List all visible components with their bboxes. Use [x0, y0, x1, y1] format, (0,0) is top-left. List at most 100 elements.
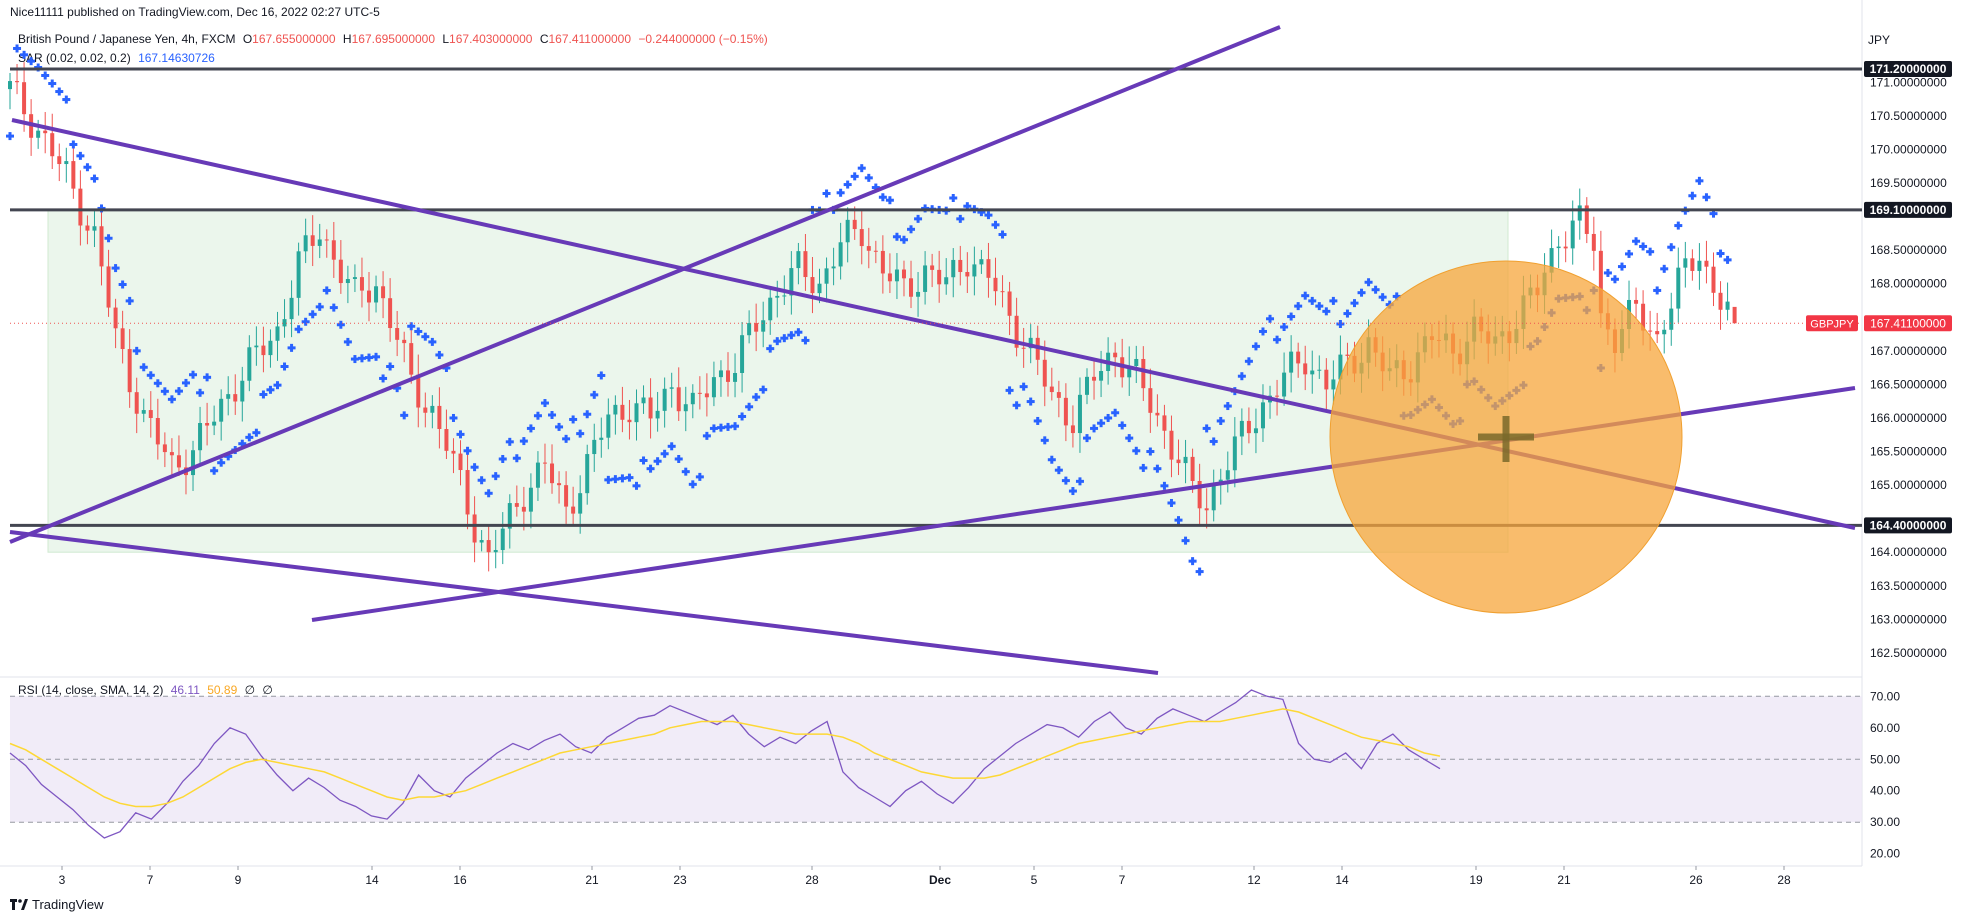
sar-dot [1160, 481, 1169, 490]
sar-dot [625, 473, 634, 482]
trend-line[interactable] [9, 530, 1159, 675]
candle-body [1317, 369, 1322, 371]
tradingview-brand[interactable]: TradingView [10, 897, 104, 912]
candle-body [817, 283, 822, 294]
candle-body [718, 370, 723, 378]
candle-body [8, 81, 12, 90]
candle-body [198, 423, 203, 451]
candle-body [430, 405, 435, 413]
sar-dot [428, 337, 437, 346]
sar-dot [576, 429, 585, 438]
sar-dot [245, 433, 254, 442]
candle-body [571, 506, 576, 514]
sar-dot [160, 387, 169, 396]
candle-body [345, 279, 350, 284]
symbol-legend[interactable]: British Pound / Japanese Yen, 4h, FXCM O… [18, 32, 772, 46]
candle-body [148, 410, 153, 419]
candle-body [324, 239, 329, 241]
sar-dot [1068, 487, 1077, 496]
rsi-extra-2: ∅ [262, 683, 273, 697]
sar-dot [681, 467, 690, 476]
sar-dot [379, 374, 388, 383]
sar-dot [1660, 264, 1669, 273]
sar-dot [956, 214, 965, 223]
candle-body [1669, 308, 1674, 330]
sar-dot [27, 57, 36, 66]
sar-dot [322, 286, 331, 295]
sar-dot [343, 337, 352, 346]
candle-body [1070, 425, 1075, 434]
candle-body [479, 540, 484, 543]
sar-dot [308, 310, 317, 319]
candle-body [873, 250, 878, 252]
candle-body [909, 278, 914, 297]
sar-dot [273, 381, 282, 390]
price-tick-label: 168.50000000 [1870, 243, 1947, 257]
sar-dot [555, 422, 564, 431]
candle-body [711, 377, 716, 398]
last-price-badge-label: 167.41100000 [1870, 316, 1946, 330]
sar-dot [280, 362, 289, 371]
rsi-sma-line [9, 708, 1441, 808]
sar-dot [1209, 437, 1218, 446]
sar-dot [1125, 434, 1134, 443]
sar-dot [203, 373, 212, 382]
candle-body [803, 251, 808, 278]
candle-body [838, 242, 843, 267]
price-tick-label: 163.00000000 [1870, 612, 1947, 626]
candle-body [648, 397, 653, 419]
candle-body [493, 550, 498, 553]
sar-dot [1216, 416, 1225, 425]
candle-body [852, 219, 857, 230]
symbol-badge [1806, 315, 1858, 332]
candle-body [162, 444, 167, 453]
sar-dot [477, 476, 486, 485]
candle-body [1549, 248, 1554, 273]
candle-body [733, 373, 738, 382]
sar-dot [1223, 402, 1232, 411]
price-tick-label: 165.50000000 [1870, 445, 1947, 459]
sar-dot [702, 431, 711, 440]
rsi-legend[interactable]: RSI (14, close, SMA, 14, 2) 46.11 50.89 … [18, 683, 277, 697]
sar-dot [287, 343, 296, 352]
rsi-band [10, 696, 1862, 823]
candle-body [1282, 372, 1287, 397]
level-badge [1864, 201, 1952, 218]
sar-dot [1343, 309, 1352, 318]
trend-line[interactable] [9, 25, 1281, 544]
candle-body [535, 462, 540, 488]
candle-body [1141, 358, 1146, 389]
range-rectangle[interactable] [47, 209, 1509, 553]
price-tick-label: 169.50000000 [1870, 176, 1947, 190]
sar-dot [104, 234, 113, 243]
candle-body [395, 328, 400, 340]
candle-body [1056, 392, 1061, 398]
ohlc-open-value: 167.655000000 [252, 32, 336, 46]
sar-value: 167.14630726 [138, 51, 215, 65]
price-tick-label: 166.50000000 [1870, 377, 1947, 391]
sar-legend[interactable]: SAR (0.02, 0.02, 0.2) 167.14630726 [18, 51, 219, 65]
time-tick-label: 21 [1557, 873, 1571, 887]
candle-body [690, 392, 695, 405]
sar-dot [914, 214, 923, 223]
sar-dot [1625, 249, 1634, 258]
candle-body [289, 297, 294, 320]
sar-dot [414, 327, 423, 336]
sar-dot [13, 44, 22, 53]
sar-dot [470, 463, 479, 472]
time-tick-label: 28 [805, 873, 819, 887]
candle-body [1577, 205, 1582, 221]
sar-dot [984, 211, 993, 220]
sar-dot [1315, 302, 1324, 311]
ohlc-close-value: 167.411000000 [548, 32, 632, 46]
candle-body [1634, 299, 1639, 304]
time-tick-label: 21 [585, 873, 599, 887]
sar-dot [1146, 447, 1155, 456]
sar-dot [449, 413, 458, 422]
sar-dot [463, 446, 472, 455]
sar-dot [1646, 247, 1655, 256]
sar-dot [709, 424, 718, 433]
candle-body [409, 343, 414, 375]
candle-body [1007, 291, 1012, 316]
